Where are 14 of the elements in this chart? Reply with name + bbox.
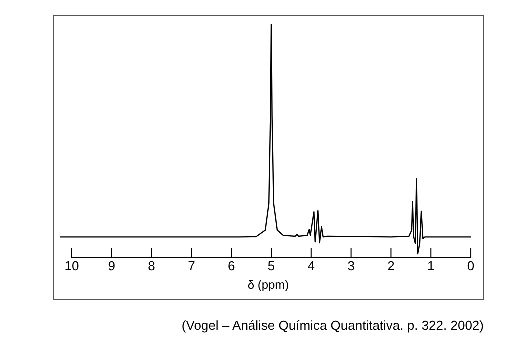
- x-tick-label: 8: [148, 258, 156, 274]
- x-axis-title: δ (ppm): [248, 278, 290, 292]
- x-tick-label: 6: [228, 258, 236, 274]
- x-tick-label: 3: [348, 258, 355, 274]
- x-tick-label: 10: [64, 258, 80, 274]
- x-tick-label: 1: [428, 258, 435, 274]
- x-tick-label: 5: [268, 258, 276, 274]
- chart-border: δ (ppm) 10 9 8 7 6 5 4 3 2 1 0: [53, 15, 484, 300]
- x-tick-label: 9: [108, 258, 116, 274]
- x-tick-label: 4: [308, 258, 316, 274]
- x-tick-label: 2: [388, 258, 395, 274]
- x-tick-label: 0: [467, 258, 475, 274]
- x-tick-label: 7: [188, 258, 196, 274]
- text: (Vogel – Análise Química Quantitativa. p. 322. 2002): [182, 318, 484, 333]
